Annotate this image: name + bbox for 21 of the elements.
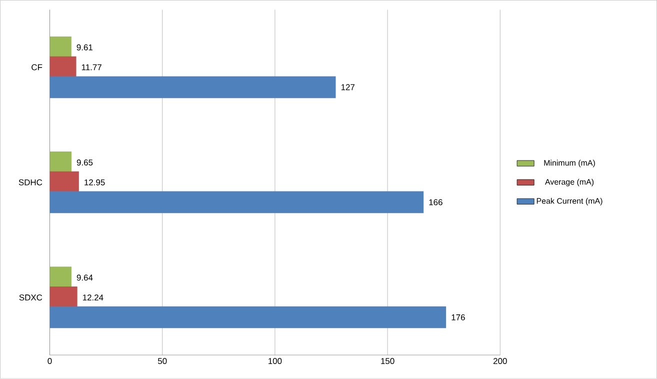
data-label: 166 [429, 199, 442, 206]
data-label: 9.65 [76, 160, 93, 166]
data-label: 127 [341, 84, 354, 90]
x-tick-label: 0 [48, 358, 52, 364]
data-label: 11.77 [82, 64, 102, 70]
x-tick-label: 50 [158, 358, 167, 364]
bar [50, 306, 446, 328]
data-label: 9.64 [76, 274, 93, 281]
y-tick-label: SDHC [18, 179, 42, 186]
bar [50, 76, 336, 98]
x-tick-label: 100 [268, 358, 282, 364]
y-tick-label: CF [32, 64, 42, 70]
data-label: 12.24 [82, 294, 104, 301]
y-tick-label: SDXC [19, 294, 42, 301]
bar [50, 191, 424, 214]
data-label: 176 [452, 314, 465, 320]
x-tick-label: 150 [381, 358, 394, 364]
data-label: 12.95 [84, 179, 105, 186]
bar [50, 172, 79, 194]
x-tick-label: 200 [494, 358, 507, 364]
data-label: 9.61 [76, 44, 92, 51]
